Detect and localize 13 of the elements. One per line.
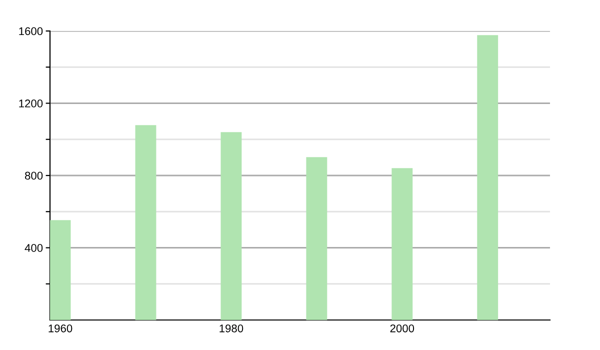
- x-tick-label: 2000: [390, 324, 414, 332]
- bar: [135, 125, 156, 320]
- x-tick-label: 1960: [48, 324, 72, 332]
- bar: [306, 157, 328, 320]
- y-tick-label: 1600: [19, 27, 43, 36]
- bar: [477, 35, 498, 320]
- bar: [220, 132, 242, 320]
- x-tick-label: 1980: [220, 324, 244, 332]
- y-tick-label: 400: [24, 244, 43, 252]
- bar: [392, 168, 413, 320]
- y-tick-label: 1200: [19, 100, 43, 108]
- bar: [50, 220, 71, 320]
- y-tick-label: 800: [25, 172, 43, 180]
